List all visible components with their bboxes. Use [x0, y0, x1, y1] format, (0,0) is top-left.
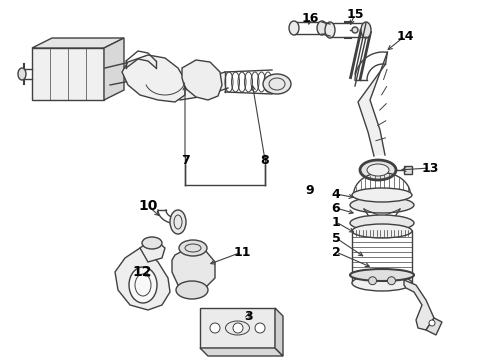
- Bar: [404, 166, 412, 174]
- Polygon shape: [182, 60, 222, 100]
- Text: 3: 3: [244, 310, 252, 323]
- Polygon shape: [358, 52, 388, 156]
- Ellipse shape: [210, 323, 220, 333]
- Text: 2: 2: [332, 246, 341, 258]
- Polygon shape: [172, 248, 215, 292]
- Polygon shape: [104, 38, 124, 100]
- Polygon shape: [275, 308, 283, 356]
- Text: 14: 14: [396, 30, 414, 42]
- Polygon shape: [404, 280, 434, 330]
- Bar: [32, 48, 104, 100]
- Ellipse shape: [325, 22, 335, 38]
- Ellipse shape: [350, 197, 414, 213]
- Ellipse shape: [142, 237, 162, 249]
- Ellipse shape: [350, 215, 414, 231]
- Ellipse shape: [18, 68, 26, 80]
- Ellipse shape: [388, 277, 395, 285]
- Ellipse shape: [352, 27, 358, 33]
- Ellipse shape: [367, 164, 389, 176]
- Polygon shape: [32, 38, 124, 48]
- Text: 7: 7: [181, 153, 189, 166]
- Ellipse shape: [289, 21, 299, 35]
- Text: 9: 9: [306, 184, 314, 197]
- Ellipse shape: [255, 323, 265, 333]
- Ellipse shape: [129, 267, 157, 303]
- Ellipse shape: [176, 281, 208, 299]
- Ellipse shape: [360, 160, 396, 180]
- Polygon shape: [122, 55, 185, 102]
- Polygon shape: [200, 348, 283, 356]
- Ellipse shape: [429, 320, 435, 326]
- Ellipse shape: [317, 21, 327, 35]
- Text: 16: 16: [301, 12, 319, 24]
- Ellipse shape: [361, 22, 371, 38]
- Text: 5: 5: [332, 231, 341, 244]
- Text: 1: 1: [332, 216, 341, 229]
- Polygon shape: [426, 318, 442, 335]
- Ellipse shape: [233, 323, 243, 333]
- Text: 6: 6: [332, 202, 341, 215]
- Text: 12: 12: [132, 265, 152, 279]
- Text: 4: 4: [332, 188, 341, 201]
- Text: 15: 15: [346, 8, 364, 21]
- Ellipse shape: [352, 224, 412, 238]
- Ellipse shape: [179, 240, 207, 256]
- Ellipse shape: [368, 277, 376, 285]
- Text: 10: 10: [138, 199, 158, 213]
- Text: 8: 8: [261, 153, 270, 166]
- Ellipse shape: [170, 210, 186, 234]
- Polygon shape: [140, 242, 165, 262]
- Polygon shape: [115, 248, 170, 310]
- Bar: [200, 308, 275, 348]
- Polygon shape: [105, 62, 228, 100]
- Ellipse shape: [352, 188, 412, 202]
- Ellipse shape: [263, 74, 291, 94]
- Text: 13: 13: [421, 162, 439, 175]
- Ellipse shape: [352, 275, 412, 291]
- Text: 11: 11: [233, 246, 251, 258]
- Ellipse shape: [350, 269, 414, 281]
